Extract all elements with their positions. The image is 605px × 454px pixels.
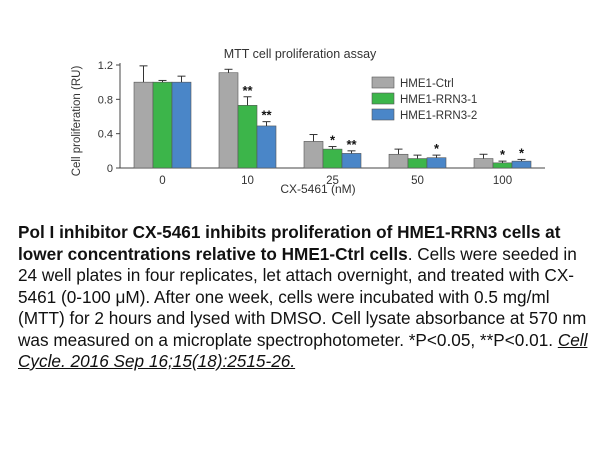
- x-tick-label: 25: [326, 175, 339, 187]
- legend-label: HME1-RRN3-2: [400, 110, 477, 122]
- x-tick-label: 100: [493, 175, 512, 187]
- y-tick-label: 0.8: [98, 94, 113, 106]
- chart-legend: HME1-Ctrl HME1-RRN3-1 HME1-RRN3-2: [371, 76, 477, 122]
- bar: [492, 162, 513, 169]
- significance-label: **: [261, 108, 272, 123]
- bar: [388, 153, 409, 169]
- caption-heading: Pol I inhibitor CX-5461 inhibits prolife…: [18, 222, 561, 264]
- citation-link[interactable]: Cell Cycle. 2016 Sep 16;15(18):2515-26.: [18, 329, 588, 372]
- legend-swatch: [371, 76, 395, 89]
- bar: [152, 81, 173, 169]
- legend-swatch: [371, 92, 395, 105]
- legend-swatch: [371, 108, 395, 121]
- x-tick-label: 10: [241, 175, 254, 187]
- legend-label: HME1-RRN3-1: [400, 94, 477, 106]
- y-tick-label: 0.4: [98, 129, 113, 141]
- significance-label: **: [346, 137, 357, 152]
- bar: [171, 81, 192, 169]
- chart-title: MTT cell proliferation assay: [224, 47, 377, 61]
- x-tick-label: 50: [411, 175, 424, 187]
- significance-label: *: [519, 145, 525, 160]
- bar: [426, 157, 447, 169]
- legend-label: HME1-Ctrl: [400, 78, 454, 90]
- bar: [237, 105, 258, 169]
- caption-body: Cells were seeded in 24 well plates in f…: [18, 243, 587, 350]
- y-tick-label: 1.2: [98, 60, 113, 72]
- figure-caption: Pol I inhibitor CX-5461 inhibits prolife…: [18, 222, 593, 373]
- bar: [511, 160, 532, 169]
- bar: [341, 153, 362, 169]
- bar: [133, 81, 154, 169]
- bar: [256, 125, 277, 169]
- significance-label: *: [330, 133, 336, 148]
- x-axis-label: CX-5461 (nM): [280, 182, 355, 196]
- significance-label: *: [434, 141, 440, 156]
- bar: [303, 141, 324, 169]
- plot-area: 00.40.81.20****10* **25*50* *100: [98, 60, 545, 187]
- x-tick-label: 0: [159, 175, 165, 187]
- bar: [407, 158, 428, 169]
- bar: [473, 158, 494, 169]
- bar: [322, 148, 343, 169]
- bar: [218, 72, 239, 169]
- y-tick-label: 0: [107, 163, 113, 175]
- y-axis-label: Cell proliferation (RU): [71, 66, 83, 177]
- significance-label: **: [242, 83, 253, 98]
- mtt-bar-chart: MTT cell proliferation assay Cell prolif…: [71, 47, 545, 196]
- caption-heading-end: .: [407, 243, 413, 264]
- significance-label: *: [500, 147, 506, 162]
